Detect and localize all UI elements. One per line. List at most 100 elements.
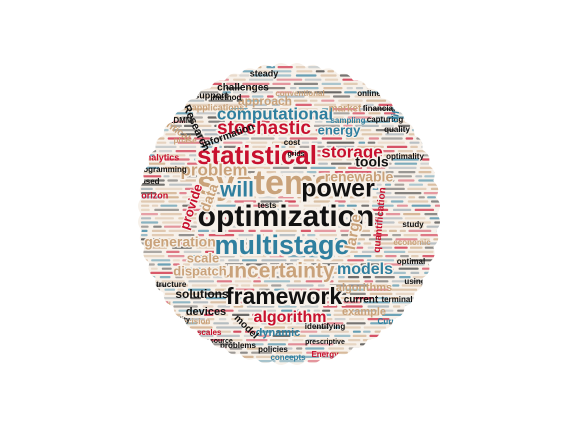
- filler-word-mark: [157, 154, 186, 157]
- filler-word-mark: [321, 242, 335, 245]
- filler-word-mark: [238, 276, 262, 279]
- filler-word-mark: [363, 301, 390, 304]
- filler-word-mark: [362, 120, 390, 123]
- filler-word-mark: [319, 175, 330, 178]
- filler-word-mark: [276, 208, 286, 211]
- filler-word-mark: [254, 238, 270, 241]
- filler-word-mark: [398, 171, 416, 174]
- filler-word-mark: [414, 103, 430, 106]
- filler-word-mark: [321, 133, 345, 136]
- filler-word-mark: [174, 70, 187, 73]
- filler-word-mark: [435, 112, 440, 115]
- filler-word-mark: [141, 351, 148, 354]
- filler-word-mark: [200, 360, 212, 363]
- filler-word-mark: [311, 141, 322, 144]
- filler-word-mark: [290, 154, 312, 157]
- filler-word-mark: [183, 74, 200, 77]
- word-algorithms: algorithms: [336, 282, 392, 294]
- filler-word-mark: [193, 108, 209, 111]
- filler-word-mark: [209, 166, 227, 169]
- filler-word-mark: [180, 179, 199, 182]
- filler-word-mark: [422, 158, 439, 161]
- filler-word-mark: [359, 108, 369, 111]
- filler-word-mark: [235, 288, 255, 291]
- filler-word-mark: [141, 196, 163, 199]
- filler-word-mark: [403, 91, 418, 94]
- filler-word-mark: [331, 267, 356, 270]
- filler-word-mark: [347, 259, 364, 262]
- filler-word-mark: [184, 124, 194, 127]
- filler-word-mark: [210, 301, 237, 304]
- filler-word-mark: [293, 162, 317, 165]
- filler-word-mark: [149, 351, 176, 354]
- filler-word-mark: [177, 347, 201, 350]
- filler-word-mark: [430, 360, 440, 363]
- filler-word-mark: [295, 74, 317, 77]
- filler-word-mark: [314, 124, 340, 127]
- filler-word-mark: [286, 284, 314, 287]
- filler-word-mark: [360, 78, 376, 81]
- filler-word-mark: [254, 267, 261, 270]
- filler-word-mark: [328, 347, 345, 350]
- filler-word-mark: [338, 70, 359, 73]
- filler-word-mark: [292, 238, 318, 241]
- filler-word-mark: [394, 246, 408, 249]
- filler-word-mark: [245, 326, 260, 329]
- filler-word-mark: [223, 129, 244, 132]
- word-different: different: [389, 82, 407, 124]
- word-timescales: timescales: [181, 328, 222, 337]
- filler-word-mark: [233, 78, 246, 81]
- filler-word-mark: [210, 343, 235, 346]
- filler-word-mark: [405, 305, 419, 308]
- filler-word-mark: [276, 330, 298, 333]
- filler-word-mark: [141, 82, 165, 85]
- filler-word-mark: [377, 217, 403, 220]
- filler-word-mark: [243, 334, 257, 337]
- filler-word-mark: [194, 158, 210, 161]
- filler-word-mark: [269, 271, 294, 274]
- filler-word-mark: [343, 288, 365, 291]
- filler-word-mark: [347, 179, 359, 182]
- filler-word-mark: [318, 183, 342, 186]
- filler-word-mark: [367, 318, 390, 321]
- filler-word-mark: [141, 187, 153, 190]
- filler-word-mark: [272, 301, 293, 304]
- filler-word-mark: [251, 187, 277, 190]
- filler-word-mark: [434, 116, 440, 119]
- filler-word-mark: [256, 192, 278, 195]
- filler-word-mark: [363, 242, 372, 245]
- filler-word-mark: [240, 301, 251, 304]
- filler-word-mark: [279, 234, 305, 237]
- filler-word-mark: [192, 351, 207, 354]
- filler-word-mark: [297, 301, 305, 304]
- filler-word-mark: [423, 334, 432, 337]
- filler-word-mark: [205, 221, 231, 224]
- filler-word-mark: [421, 351, 440, 354]
- filler-word-mark: [163, 74, 180, 77]
- filler-word-mark: [288, 343, 309, 346]
- filler-word-mark: [427, 347, 440, 350]
- filler-word-mark: [267, 343, 286, 346]
- filler-word-mark: [316, 259, 344, 262]
- filler-word-mark: [141, 175, 162, 178]
- filler-word-mark: [303, 208, 321, 211]
- word-power: power: [301, 175, 375, 203]
- filler-word-mark: [230, 108, 248, 111]
- filler-word-mark: [322, 112, 350, 115]
- filler-word-mark: [370, 347, 388, 350]
- filler-word-mark: [184, 91, 193, 94]
- filler-word-mark: [385, 183, 392, 186]
- filler-word-mark: [141, 242, 155, 245]
- filler-word-mark: [310, 166, 336, 169]
- filler-word-mark: [337, 196, 359, 199]
- filler-word-mark: [374, 330, 385, 333]
- filler-word-mark: [290, 87, 297, 90]
- filler-word-mark: [240, 351, 248, 354]
- filler-word-mark: [278, 196, 294, 199]
- filler-word-mark: [371, 204, 394, 207]
- filler-word-mark: [141, 255, 165, 258]
- filler-word-mark: [258, 133, 281, 136]
- word-cost: cost: [284, 138, 301, 147]
- word-based: based: [136, 177, 159, 186]
- filler-word-mark: [380, 82, 407, 85]
